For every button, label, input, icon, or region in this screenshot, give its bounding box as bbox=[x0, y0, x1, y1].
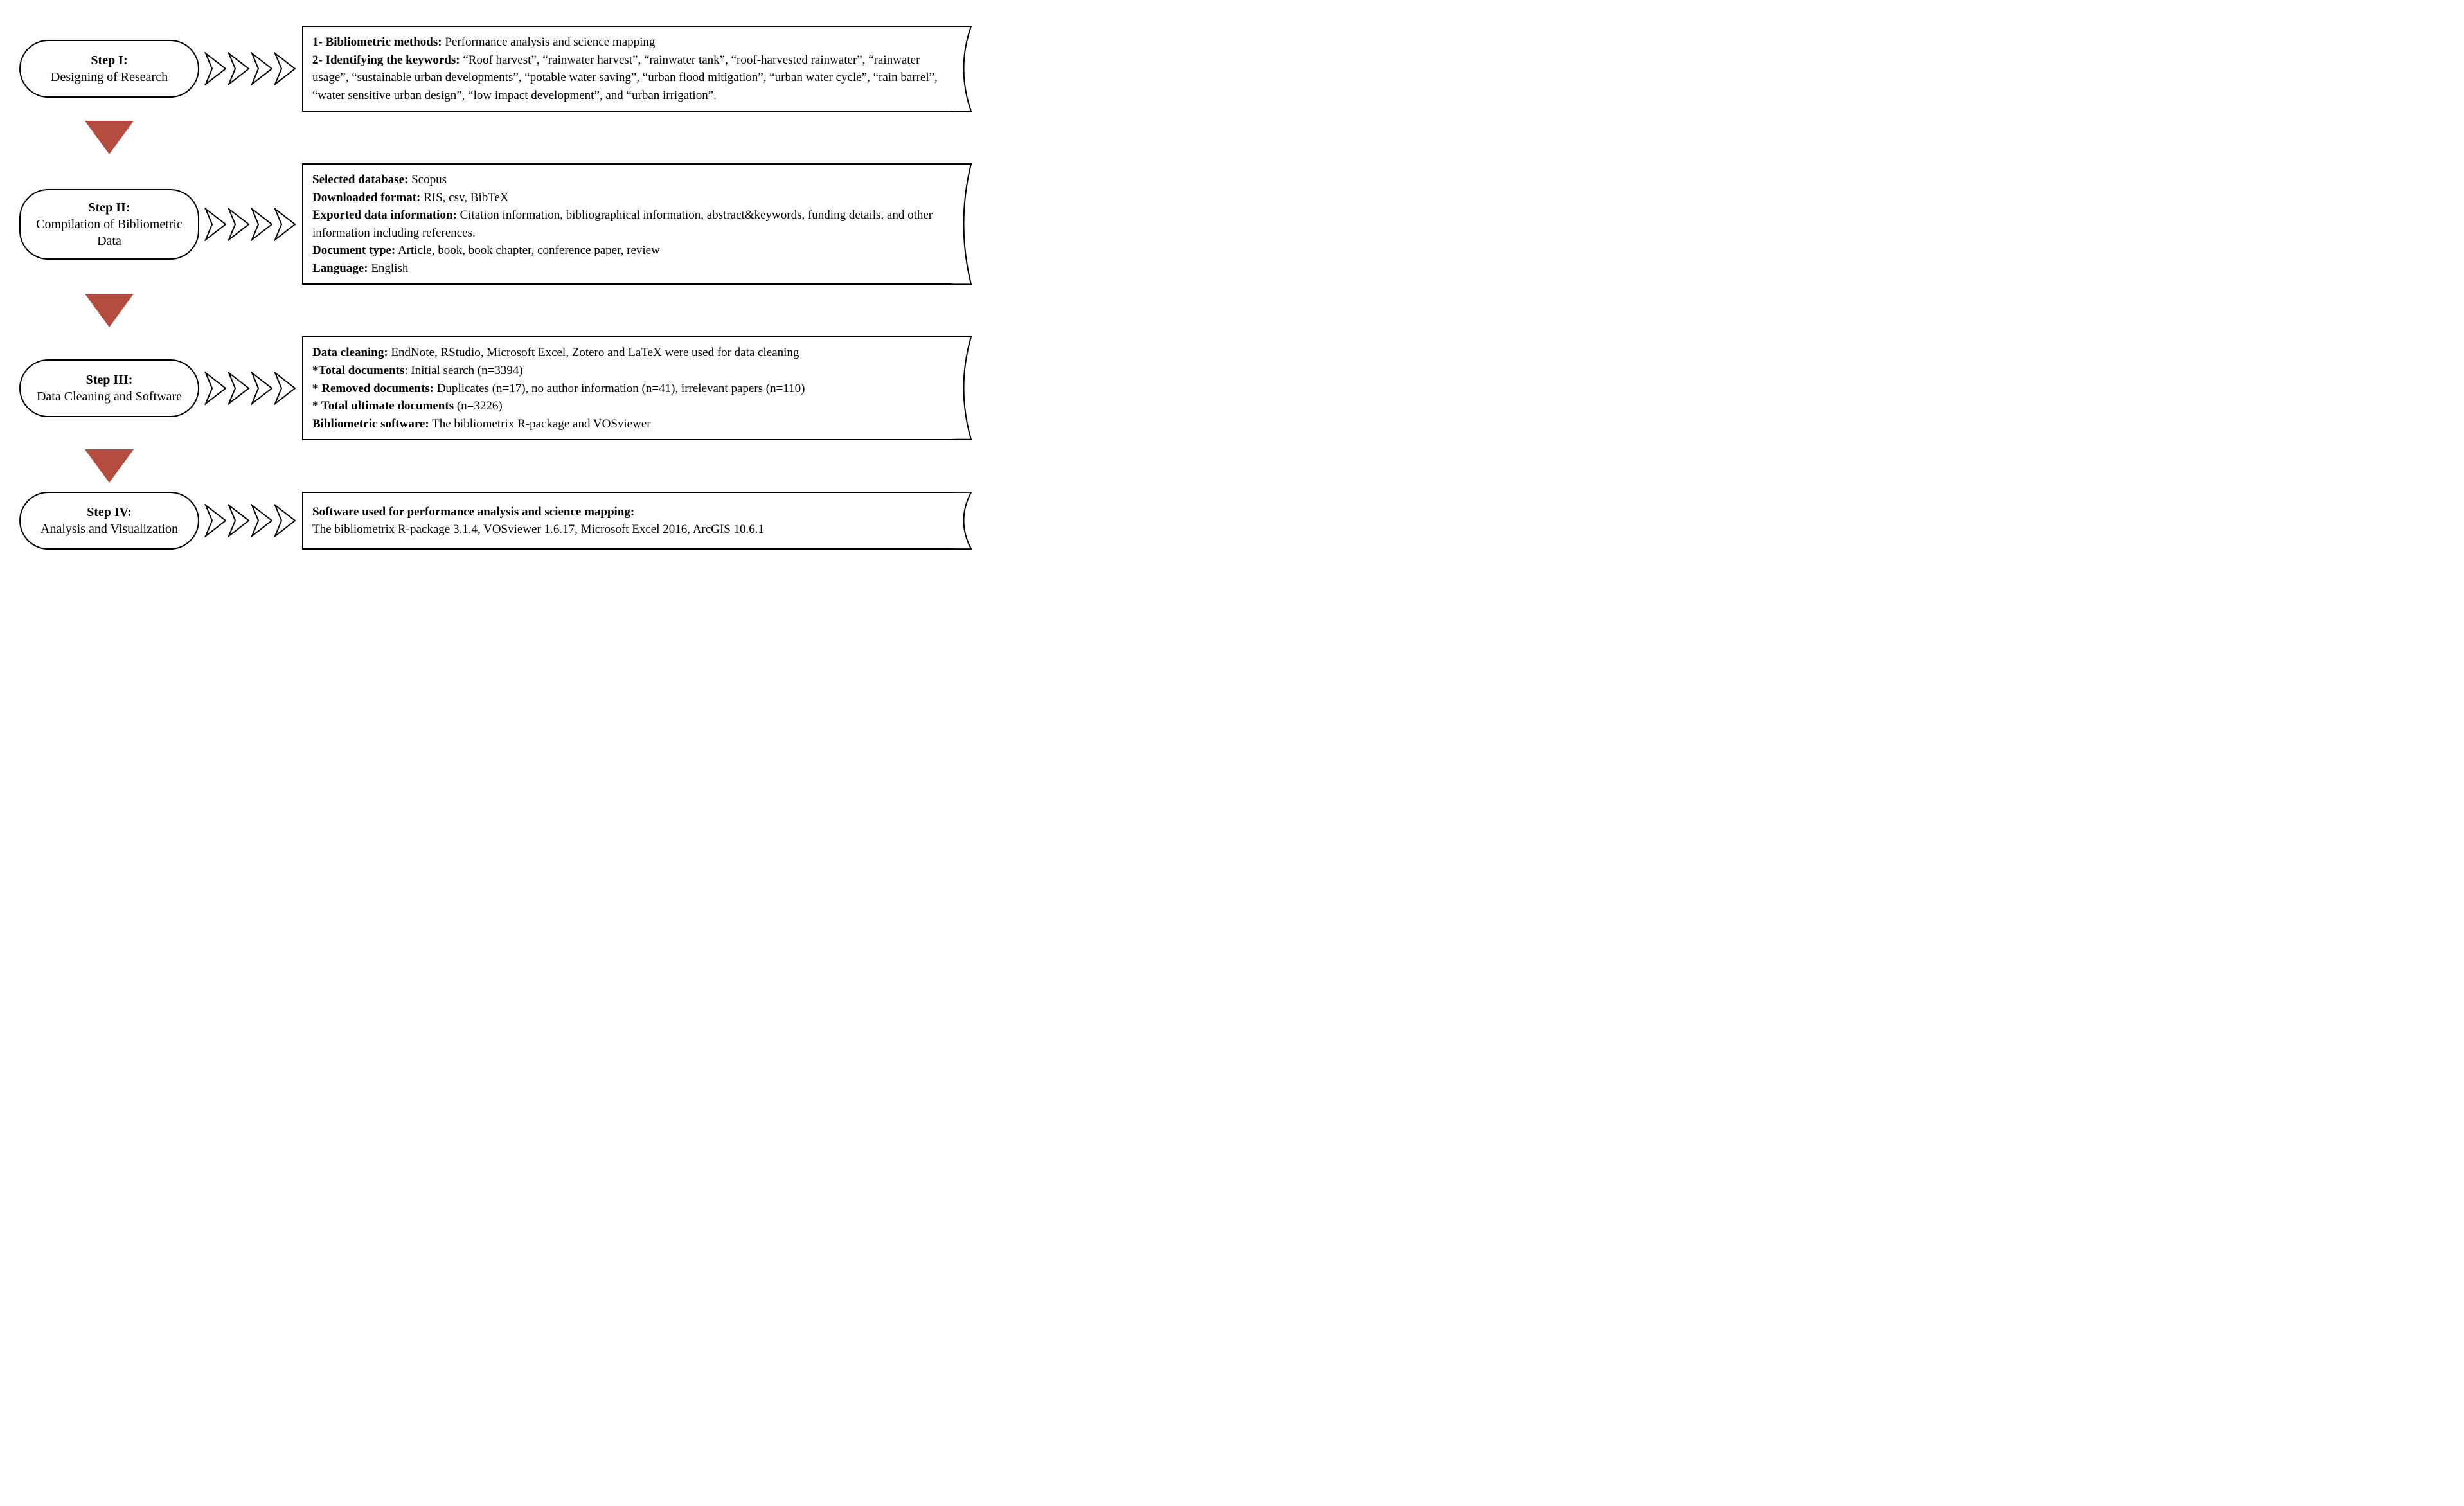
chevron-icon bbox=[251, 52, 274, 85]
detail-right-edge bbox=[952, 26, 972, 112]
step-subtitle: Analysis and Visualization bbox=[40, 521, 178, 537]
chevron-icon bbox=[204, 372, 228, 405]
flow-diagram: Step I: Designing of Research 1- Bibliom… bbox=[19, 26, 970, 550]
detail-right-edge bbox=[952, 336, 972, 440]
chevron-icon bbox=[204, 208, 228, 241]
down-arrow-icon bbox=[85, 294, 134, 327]
chevron-icon bbox=[274, 504, 297, 537]
chevron-icon bbox=[228, 504, 251, 537]
step-box-2: Step II: Compilation of Bibliometric Dat… bbox=[19, 189, 199, 260]
chevron-icon bbox=[228, 208, 251, 241]
chevron-connector bbox=[204, 208, 297, 241]
step-row-4: Step IV: Analysis and Visualization Soft… bbox=[19, 492, 970, 550]
down-arrow-wrap bbox=[19, 440, 199, 492]
chevron-icon bbox=[274, 208, 297, 241]
step-row-3: Step III: Data Cleaning and Software Dat… bbox=[19, 336, 970, 440]
detail-box-3: Data cleaning: EndNote, RStudio, Microso… bbox=[302, 336, 970, 440]
down-arrow-wrap bbox=[19, 285, 199, 336]
chevron-connector bbox=[204, 372, 297, 405]
step-title: Step III: bbox=[86, 372, 133, 388]
step-box-4: Step IV: Analysis and Visualization bbox=[19, 492, 199, 550]
detail-content: Selected database: ScopusDownloaded form… bbox=[312, 171, 946, 277]
detail-box-4: Software used for performance analysis a… bbox=[302, 492, 970, 550]
chevron-icon bbox=[251, 372, 274, 405]
detail-right-edge bbox=[952, 492, 972, 550]
chevron-icon bbox=[274, 372, 297, 405]
chevron-icon bbox=[204, 504, 228, 537]
step-subtitle: Designing of Research bbox=[51, 69, 168, 85]
chevron-icon bbox=[251, 208, 274, 241]
step-subtitle: Data Cleaning and Software bbox=[37, 388, 182, 405]
detail-box-2: Selected database: ScopusDownloaded form… bbox=[302, 163, 970, 285]
step-title: Step II: bbox=[88, 199, 130, 216]
step-row-2: Step II: Compilation of Bibliometric Dat… bbox=[19, 163, 970, 285]
detail-right-edge bbox=[952, 163, 972, 285]
chevron-icon bbox=[228, 372, 251, 405]
chevron-connector bbox=[204, 52, 297, 85]
step-title: Step I: bbox=[91, 52, 127, 69]
down-arrow-icon bbox=[85, 121, 134, 154]
down-arrow-wrap bbox=[19, 112, 199, 163]
detail-content: Data cleaning: EndNote, RStudio, Microso… bbox=[312, 344, 946, 433]
step-subtitle: Compilation of Bibliometric Data bbox=[33, 216, 185, 249]
chevron-icon bbox=[204, 52, 228, 85]
step-title: Step IV: bbox=[87, 504, 132, 521]
detail-content: 1- Bibliometric methods: Performance ana… bbox=[312, 33, 946, 104]
down-arrow-icon bbox=[85, 449, 134, 483]
chevron-icon bbox=[228, 52, 251, 85]
step-box-1: Step I: Designing of Research bbox=[19, 40, 199, 98]
step-row-1: Step I: Designing of Research 1- Bibliom… bbox=[19, 26, 970, 112]
step-box-3: Step III: Data Cleaning and Software bbox=[19, 359, 199, 417]
chevron-connector bbox=[204, 504, 297, 537]
detail-content: Software used for performance analysis a… bbox=[312, 503, 946, 539]
chevron-icon bbox=[251, 504, 274, 537]
detail-box-1: 1- Bibliometric methods: Performance ana… bbox=[302, 26, 970, 112]
chevron-icon bbox=[274, 52, 297, 85]
